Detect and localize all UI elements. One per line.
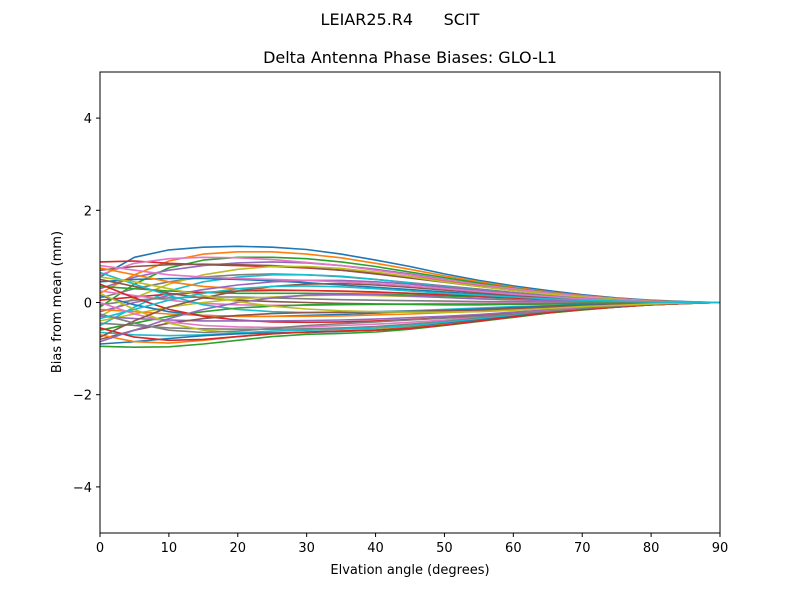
y-axis-label: Bias from mean (mm) (50, 231, 65, 373)
series-lines (100, 245, 720, 349)
x-tick-label: 70 (574, 541, 591, 556)
x-tick-label: 90 (712, 541, 729, 556)
x-tick-label: 60 (505, 541, 522, 556)
x-axis-ticks: 0 10 20 30 40 50 60 70 80 90 (96, 533, 728, 556)
x-tick-label: 50 (436, 541, 453, 556)
x-tick-label: 30 (298, 541, 315, 556)
chart-title: Delta Antenna Phase Biases: GLO-L1 (263, 48, 557, 67)
series-line (100, 301, 720, 345)
x-tick-label: 40 (367, 541, 384, 556)
figure-suptitle: LEIAR25.R4 SCIT (320, 10, 480, 29)
series-line (100, 276, 720, 314)
y-tick-label: 4 (84, 112, 92, 127)
series-line (100, 285, 720, 320)
x-tick-label: 20 (230, 541, 247, 556)
series-line (100, 301, 720, 342)
x-axis-label: Elvation angle (degrees) (330, 563, 489, 578)
x-tick-label: 0 (96, 541, 104, 556)
y-tick-label: −2 (73, 389, 92, 404)
series-line (100, 301, 720, 334)
series-line (100, 264, 720, 304)
series-line (100, 265, 720, 318)
x-tick-label: 10 (161, 541, 178, 556)
y-axis-ticks: −4 −2 0 2 4 (73, 112, 100, 496)
series-line (100, 301, 720, 331)
y-tick-label: 2 (84, 204, 92, 219)
y-tick-label: −4 (73, 481, 92, 496)
x-tick-label: 80 (643, 541, 660, 556)
y-tick-label: 0 (84, 297, 92, 312)
